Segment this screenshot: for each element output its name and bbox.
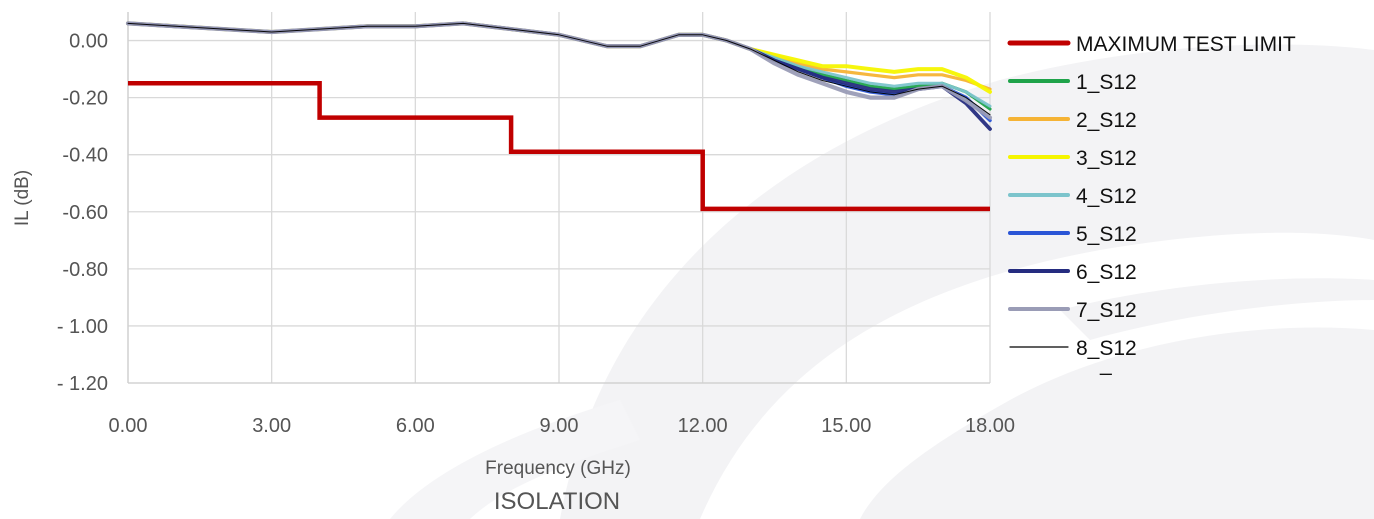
- max-test-limit-line: [128, 81, 990, 212]
- y-tick-label: - 1.00: [57, 316, 108, 338]
- legend-label: 2_S12: [1076, 109, 1137, 132]
- x-tick-label: 12.00: [678, 415, 728, 437]
- x-tick-label: 3.00: [252, 415, 291, 437]
- y-tick-label: -0.60: [62, 202, 108, 224]
- x-axis-ticks: 0.00 3.00 6.00 9.00 12.00 15.00 18.00: [109, 415, 1016, 437]
- series-line-8_S12: [127, 22, 991, 116]
- x-axis-title: Frequency (GHz): [485, 458, 631, 479]
- legend-extra-mark: _: [1099, 353, 1112, 376]
- limit-line: [128, 81, 990, 212]
- legend-label: 1_S12: [1076, 71, 1137, 94]
- plot-area-frame: [127, 12, 990, 384]
- series-lines: [125, 21, 993, 131]
- y-axis-ticks: 0.00 -0.20 -0.40 -0.60 -0.80 - 1.00 - 1.20: [57, 31, 108, 395]
- x-tick-label: 6.00: [396, 415, 435, 437]
- legend-label: 7_S12: [1076, 299, 1137, 322]
- y-tick-label: -0.20: [62, 88, 108, 110]
- legend-label: MAXIMUM TEST LIMIT: [1076, 33, 1296, 56]
- chart-title: ISOLATION: [494, 488, 620, 515]
- y-tick-label: -0.40: [62, 145, 108, 167]
- legend-label: 3_S12: [1076, 147, 1137, 170]
- legend: MAXIMUM TEST LIMIT 1_S12 2_S12 3_S12 4_S12 5_…: [1007, 33, 1296, 376]
- legend-label: 5_S12: [1076, 223, 1137, 246]
- x-tick-label: 0.00: [109, 415, 148, 437]
- y-tick-label: 0.00: [69, 31, 108, 53]
- x-tick-label: 18.00: [965, 415, 1015, 437]
- y-axis-title: IL (dB): [12, 170, 33, 226]
- x-tick-label: 9.00: [540, 415, 579, 437]
- x-tick-label: 15.00: [821, 415, 871, 437]
- legend-label: 4_S12: [1076, 185, 1137, 208]
- legend-label: 6_S12: [1076, 261, 1137, 284]
- y-tick-label: - 1.20: [57, 373, 108, 395]
- legend-label: 8_S12: [1076, 337, 1137, 360]
- y-tick-label: -0.80: [62, 259, 108, 281]
